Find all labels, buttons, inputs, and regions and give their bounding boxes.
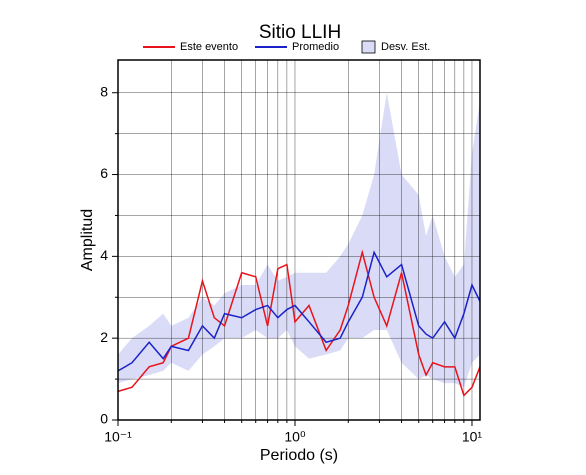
- y-tick-label: 0: [100, 411, 108, 427]
- x-tick-label: 10¹: [462, 429, 483, 445]
- chart-title: Sitio LLIH: [259, 22, 341, 43]
- x-tick-label: 10⁰: [284, 429, 306, 445]
- y-tick-label: 6: [100, 165, 108, 181]
- x-tick-label: 10⁻¹: [104, 429, 132, 445]
- y-tick-label: 8: [100, 83, 108, 99]
- legend-label: Promedio: [292, 41, 339, 53]
- y-tick-label: 4: [100, 247, 108, 263]
- std-band: [118, 92, 480, 388]
- x-axis-label: Periodo (s): [260, 447, 338, 464]
- y-axis-label: Amplitud: [79, 209, 96, 271]
- data-line: [117, 250, 481, 372]
- plot-frame: [117, 59, 481, 421]
- legend-label: Desv. Est.: [381, 41, 430, 53]
- legend-swatch: [361, 40, 376, 54]
- legend-label: Este evento: [180, 41, 238, 53]
- data-line: [117, 249, 481, 397]
- y-tick-label: 2: [100, 329, 108, 345]
